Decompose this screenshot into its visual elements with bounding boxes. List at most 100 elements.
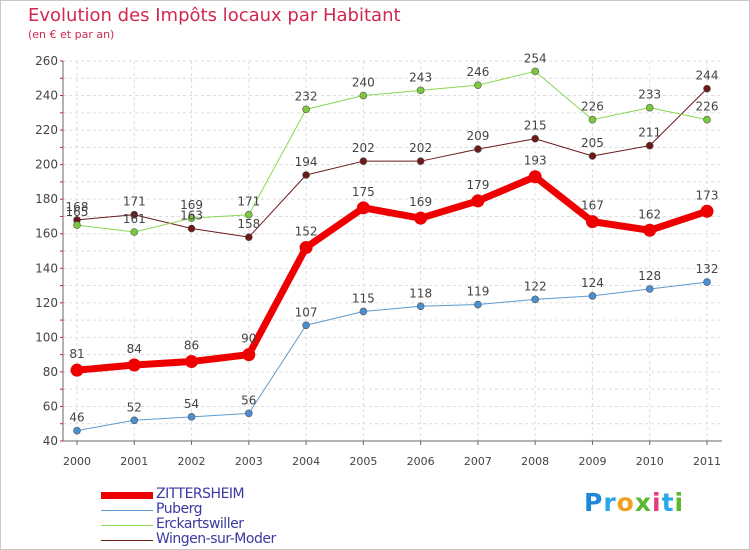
x-tick-label: 2010 xyxy=(636,455,664,468)
data-label-puberg: 124 xyxy=(581,276,604,290)
x-tick-label: 2006 xyxy=(407,455,435,468)
data-label-zittersheim: 162 xyxy=(638,207,661,221)
data-label-wingen-sur-moder: 171 xyxy=(123,195,146,209)
data-label-puberg: 132 xyxy=(696,262,719,276)
data-point-wingen-sur-moder xyxy=(416,157,425,165)
series-line-zittersheim xyxy=(73,173,711,374)
data-point-puberg xyxy=(73,426,81,435)
data-point-wingen-sur-moder xyxy=(645,141,654,150)
data-point-zittersheim xyxy=(127,358,141,372)
data-point-erckartswiller xyxy=(531,67,539,76)
data-point-zittersheim xyxy=(242,348,256,362)
data-point-puberg xyxy=(130,416,139,425)
data-label-puberg: 128 xyxy=(638,269,661,283)
data-label-erckartswiller: 232 xyxy=(295,89,318,103)
data-label-erckartswiller: 226 xyxy=(581,100,604,114)
data-label-erckartswiller: 171 xyxy=(237,195,260,209)
data-point-erckartswiller xyxy=(302,105,310,114)
data-point-erckartswiller xyxy=(359,91,368,100)
data-point-puberg xyxy=(302,321,310,330)
x-tick-label: 2003 xyxy=(235,455,263,468)
data-point-erckartswiller xyxy=(73,221,81,229)
logo-letter: i xyxy=(674,488,685,517)
data-label-wingen-sur-moder: 168 xyxy=(66,200,89,214)
data-point-wingen-sur-moder xyxy=(359,157,368,165)
data-label-zittersheim: 193 xyxy=(524,154,547,168)
data-point-zittersheim xyxy=(185,355,199,369)
data-point-zittersheim xyxy=(356,201,370,215)
series-line-erckartswiller xyxy=(76,70,708,233)
data-point-wingen-sur-moder xyxy=(474,145,482,153)
chart-subtitle: (en € et par an) xyxy=(28,28,115,41)
x-tick-label: 2000 xyxy=(63,455,91,468)
data-point-erckartswiller xyxy=(474,81,482,89)
data-point-puberg xyxy=(645,285,654,293)
x-tick-label: 2008 xyxy=(521,455,549,468)
data-point-wingen-sur-moder xyxy=(703,84,711,93)
data-label-puberg: 115 xyxy=(352,291,375,305)
data-point-zittersheim xyxy=(700,204,714,218)
data-label-erckartswiller: 246 xyxy=(466,65,489,79)
x-tick-label: 2001 xyxy=(120,455,148,468)
data-point-erckartswiller xyxy=(130,228,139,236)
logo-letter: o xyxy=(616,488,635,517)
data-label-zittersheim: 173 xyxy=(696,188,719,202)
data-point-puberg xyxy=(588,292,597,300)
x-tick-label: 2011 xyxy=(693,455,721,468)
data-label-zittersheim: 169 xyxy=(409,195,432,209)
legend-label: Puberg xyxy=(156,501,202,517)
series-line-wingen-sur-moder xyxy=(76,88,708,238)
data-label-puberg: 107 xyxy=(295,305,318,319)
data-label-zittersheim: 86 xyxy=(184,339,199,353)
data-label-erckartswiller: 233 xyxy=(638,88,661,102)
data-label-erckartswiller: 240 xyxy=(352,76,375,90)
y-tick-label: 220 xyxy=(35,123,58,137)
data-label-puberg: 119 xyxy=(466,285,489,299)
data-point-puberg xyxy=(531,295,539,304)
logo-letter: P xyxy=(584,488,604,517)
data-label-wingen-sur-moder: 215 xyxy=(524,119,547,133)
y-tick-label: 60 xyxy=(43,399,58,413)
data-point-erckartswiller xyxy=(703,115,711,124)
data-point-erckartswiller xyxy=(187,214,196,222)
data-point-erckartswiller xyxy=(588,115,597,124)
y-tick-label: 180 xyxy=(35,192,58,206)
data-point-zittersheim xyxy=(585,215,599,229)
data-label-erckartswiller: 243 xyxy=(409,70,432,84)
data-point-puberg xyxy=(474,300,482,309)
data-point-wingen-sur-moder xyxy=(588,152,597,160)
y-tick-label: 140 xyxy=(35,261,58,275)
data-point-puberg xyxy=(416,302,425,311)
data-point-wingen-sur-moder xyxy=(187,224,196,233)
y-tick-label: 240 xyxy=(35,89,58,103)
data-point-puberg xyxy=(245,409,253,418)
data-point-wingen-sur-moder xyxy=(130,210,139,219)
data-point-erckartswiller xyxy=(645,103,654,112)
y-tick-label: 120 xyxy=(35,296,58,310)
data-label-wingen-sur-moder: 211 xyxy=(638,126,661,140)
data-label-puberg: 46 xyxy=(69,411,84,425)
data-label-erckartswiller: 226 xyxy=(696,100,719,114)
x-tick-label: 2007 xyxy=(464,455,492,468)
data-point-zittersheim xyxy=(643,223,657,237)
data-point-zittersheim xyxy=(471,194,485,208)
x-tick-label: 2002 xyxy=(178,455,206,468)
data-label-puberg: 56 xyxy=(241,393,256,407)
data-point-zittersheim xyxy=(70,363,84,377)
y-tick-label: 80 xyxy=(43,365,58,379)
data-point-zittersheim xyxy=(528,170,542,184)
legend-label: Erckartswiller xyxy=(156,516,244,532)
x-tick-label: 2009 xyxy=(578,455,606,468)
data-point-puberg xyxy=(359,307,368,316)
data-label-erckartswiller: 169 xyxy=(180,198,203,212)
data-label-puberg: 54 xyxy=(184,397,199,411)
data-point-erckartswiller xyxy=(416,86,425,95)
data-label-zittersheim: 90 xyxy=(241,332,256,346)
data-label-wingen-sur-moder: 209 xyxy=(466,129,489,143)
data-label-zittersheim: 167 xyxy=(581,199,604,213)
data-point-puberg xyxy=(703,278,711,286)
logo-letter: x xyxy=(634,488,652,517)
data-label-wingen-sur-moder: 194 xyxy=(295,155,318,169)
logo-letter: t xyxy=(661,488,675,517)
data-label-puberg: 118 xyxy=(409,286,432,300)
